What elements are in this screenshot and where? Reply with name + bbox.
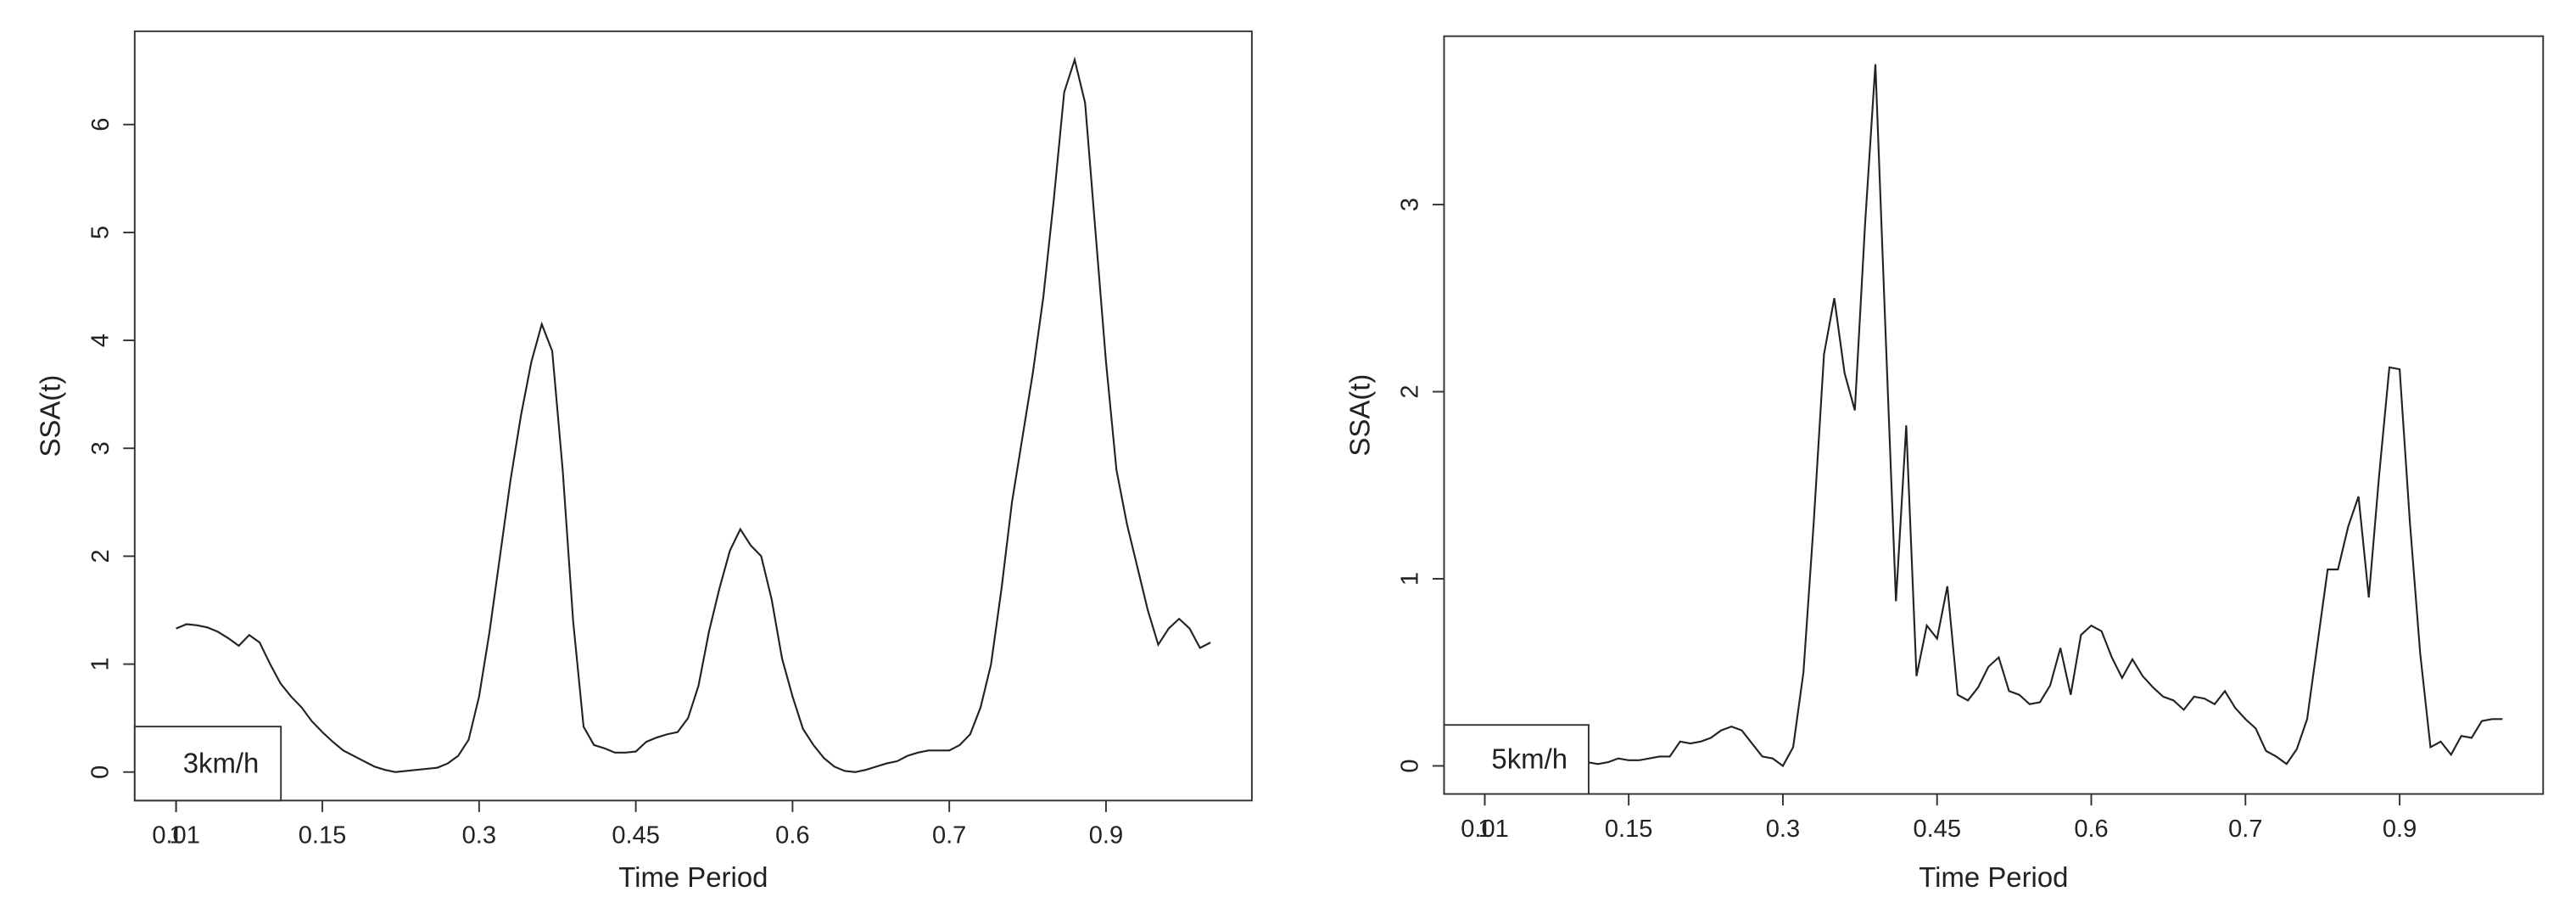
annotation-box: [1443, 724, 1590, 795]
x-tick-label: 0.9: [1089, 822, 1123, 850]
x-tick-label: 0.9: [2383, 816, 2417, 843]
annotation-box: [133, 726, 282, 802]
y-tick-label: 0: [87, 765, 115, 779]
y-tick-label: 4: [87, 334, 115, 347]
x-axis-label: Time Period: [1919, 861, 2068, 893]
y-tick-label: 5: [87, 226, 115, 239]
plot-frame: [1443, 35, 2545, 795]
y-axis-label: SSA(t): [35, 375, 66, 457]
x-tick-label: 1: [170, 822, 183, 850]
y-tick-label: 1: [1396, 572, 1423, 586]
y-tick-label: 3: [1396, 198, 1423, 211]
y-tick-label: 2: [1396, 384, 1423, 398]
annotation: 3km/h: [183, 747, 260, 778]
plot-frame: [133, 30, 1253, 802]
x-tick-label: 0.01: [1461, 816, 1509, 843]
x-tick-label: 0.45: [612, 822, 660, 850]
y-tick-label: 6: [87, 118, 115, 132]
x-tick-label: 0.6: [2074, 816, 2108, 843]
x-tick-label: 0.01: [152, 822, 200, 850]
x-tick-label: 0.7: [932, 822, 966, 850]
annotation: 5km/h: [1491, 743, 1567, 775]
x-tick-label: 0.15: [299, 822, 347, 850]
y-tick-label: 1: [87, 657, 115, 670]
x-tick-label: 0.7: [2228, 816, 2262, 843]
x-tick-label: 0.15: [1605, 816, 1653, 843]
y-axis-label: SSA(t): [1344, 374, 1375, 457]
x-tick-label: 0.3: [462, 822, 496, 850]
x-tick-label: 0.6: [775, 822, 809, 850]
x-tick-label: 0.45: [1913, 816, 1961, 843]
y-tick-label: 2: [87, 549, 115, 563]
x-tick-label: 0.3: [1766, 816, 1800, 843]
x-axis-label: Time Period: [618, 861, 768, 893]
data-line: [176, 56, 1211, 773]
data-line: [1484, 64, 2503, 768]
y-tick-label: 0: [1396, 759, 1423, 772]
y-tick-label: 3: [87, 441, 115, 455]
x-tick-label: 1: [1478, 816, 1491, 843]
